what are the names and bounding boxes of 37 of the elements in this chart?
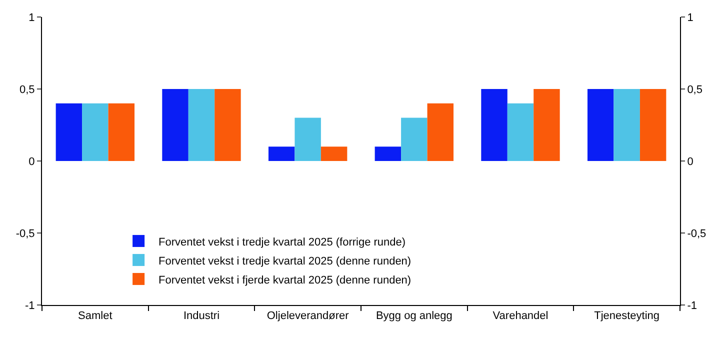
bar [188, 89, 215, 161]
bar [374, 146, 402, 161]
bar [534, 89, 560, 161]
x-tick-label: Oljeleverandører [266, 310, 350, 322]
bar [614, 89, 640, 161]
legend-label: Forventet vekst i tredje kvartal 2025 (forrige runde) [158, 236, 406, 248]
x-tick-label: Samlet [78, 310, 112, 322]
y-tick-label: 0,5 [20, 84, 35, 96]
legend-label: Forventet vekst i fjerde kvartal 2025 (denne runden) [158, 274, 412, 286]
bar [268, 146, 295, 161]
bar [507, 103, 534, 161]
bar [294, 118, 321, 161]
legend-label: Forventet vekst i tredje kvartal 2025 (denne runden) [158, 255, 412, 268]
bar [401, 118, 428, 161]
bar [640, 89, 666, 161]
x-tick-label: Bygg og anlegg [376, 310, 452, 322]
y2-tick-label: -0,5 [687, 228, 706, 240]
y2-tick-label: -1 [687, 300, 697, 312]
bar [108, 103, 135, 161]
y2-tick-label: 0 [687, 156, 694, 168]
bar [162, 89, 188, 161]
bar [427, 103, 454, 161]
bar [214, 89, 241, 161]
x-tick-label: Varehandel [492, 310, 548, 322]
x-tick-label: Tjenesteyting [594, 310, 660, 322]
y-tick-label: 0 [28, 156, 35, 168]
y2-tick-label: 0,5 [687, 84, 702, 96]
y-tick-label: -1 [25, 300, 35, 312]
y2-tick-label: 1 [687, 12, 694, 24]
bar [82, 103, 108, 161]
bar [481, 89, 508, 161]
bar [56, 103, 82, 161]
y-tick-label: 1 [28, 12, 35, 24]
bar [320, 146, 348, 161]
bar [587, 89, 614, 161]
x-tick-label: Industri [183, 310, 220, 322]
y-tick-label: -0,5 [16, 228, 35, 240]
